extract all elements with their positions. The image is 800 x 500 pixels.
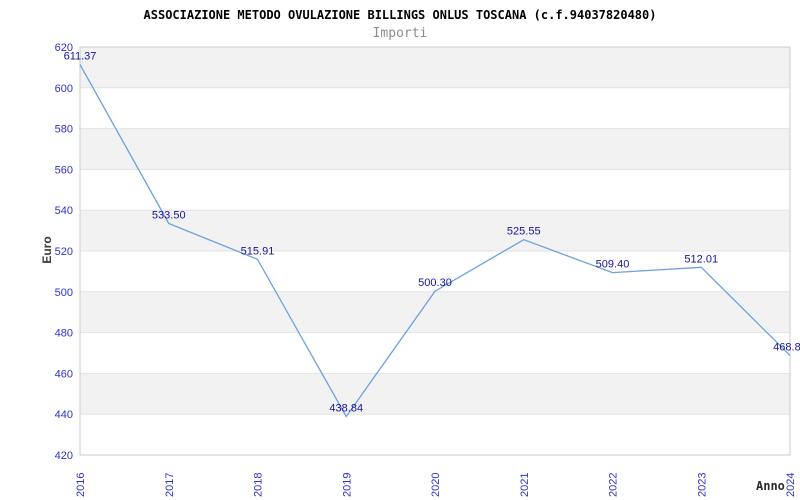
y-tick-label: 540	[55, 205, 73, 217]
data-point-label: 468.80	[773, 341, 800, 353]
data-point-label: 438.84	[329, 403, 363, 415]
y-tick-label: 500	[55, 287, 73, 299]
y-tick-label: 560	[55, 164, 73, 176]
data-point-label: 500.30	[418, 277, 452, 289]
data-point-label: 509.40	[596, 259, 630, 271]
data-point-label: 611.37	[64, 51, 97, 63]
x-tick-label: 2018	[253, 473, 265, 497]
x-tick-label: 2021	[519, 473, 531, 497]
plot-band	[80, 373, 790, 415]
chart-subtitle: Importi	[372, 26, 428, 41]
plot-band	[80, 87, 790, 129]
plot-band	[80, 169, 790, 211]
y-tick-label: 480	[55, 328, 73, 340]
y-axis-title: Euro	[40, 236, 54, 264]
y-tick-label: 520	[55, 246, 73, 258]
x-tick-label: 2017	[164, 473, 176, 497]
x-tick-label: 2019	[341, 473, 353, 497]
x-tick-label: 2022	[608, 473, 620, 497]
plot-band	[80, 251, 790, 292]
chart-title: ASSOCIAZIONE METODO OVULAZIONE BILLINGS …	[143, 8, 657, 22]
y-tick-label: 420	[55, 450, 73, 462]
y-tick-label: 620	[55, 42, 73, 54]
x-tick-label: 2023	[696, 473, 708, 497]
plot-band	[80, 47, 790, 88]
y-tick-label: 580	[55, 124, 73, 136]
plot-band	[80, 332, 790, 374]
x-axis-title: Anno	[756, 479, 785, 493]
plot-border	[79, 46, 791, 456]
plot-band	[80, 210, 790, 251]
data-point-label: 515.91	[241, 245, 275, 257]
series-line	[79, 64, 791, 418]
y-tick-label: 460	[55, 368, 73, 380]
y-tick-label: 440	[55, 409, 73, 421]
data-point-label: 525.55	[507, 226, 541, 238]
plot-band	[80, 414, 790, 455]
data-point-label: 533.50	[152, 209, 186, 221]
x-tick-label: 2020	[430, 473, 442, 497]
x-tick-label: 2016	[75, 473, 87, 497]
plot-band	[80, 128, 790, 170]
y-tick-label: 600	[55, 83, 73, 95]
plot-band	[80, 291, 790, 333]
x-tick-label: 2024	[785, 473, 797, 497]
data-point-label: 512.01	[684, 253, 718, 265]
